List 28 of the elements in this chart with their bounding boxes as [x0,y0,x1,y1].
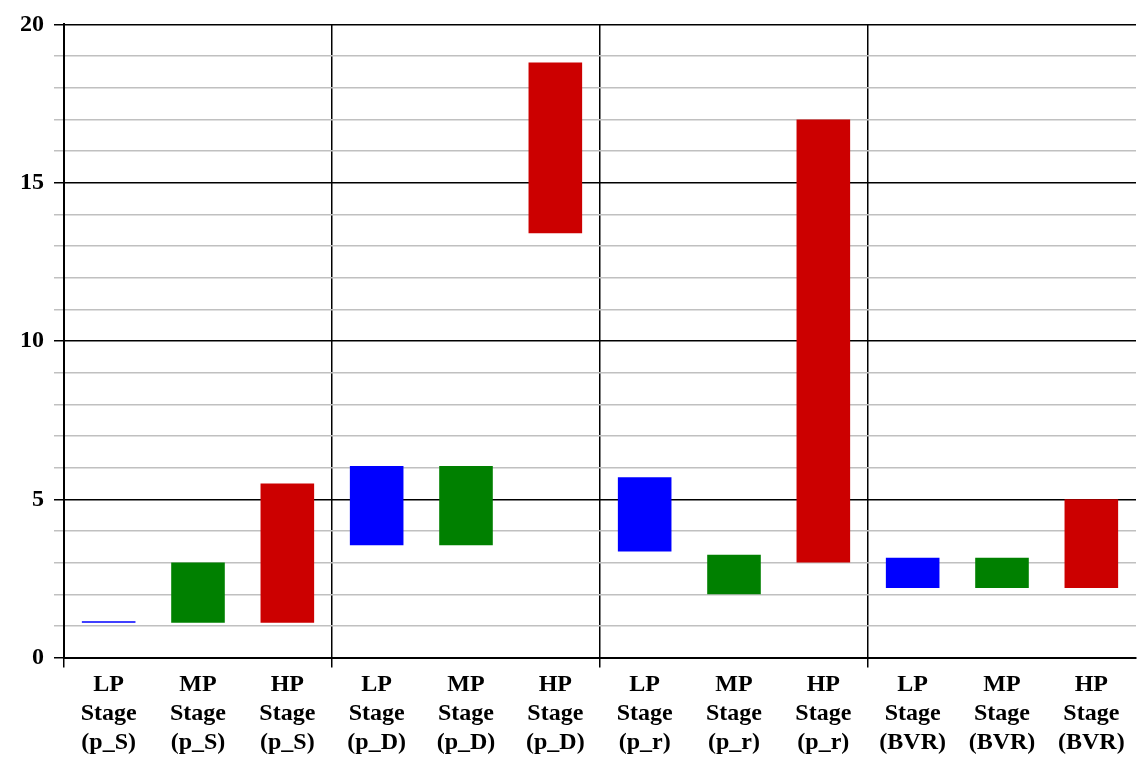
x-tick-label: MP Stage (BVR) [968,670,1036,754]
bar [707,554,761,595]
bar [439,466,493,546]
y-tick-label: 15 [20,167,44,194]
bar [528,62,583,234]
x-tick-label: MP Stage (p_D) [436,670,496,754]
bar [885,557,940,588]
bar [349,466,404,546]
bar [1064,499,1119,588]
x-tick-label: MP Stage (p_r) [706,670,763,754]
bar [796,119,851,563]
x-tick-label: LP Stage (p_D) [347,670,406,754]
y-tick-label: 5 [32,484,44,511]
x-tick-label: MP Stage (p_S) [170,670,227,754]
y-tick-label: 20 [20,9,44,36]
bar [171,562,225,623]
x-tick-label: HP Stage (p_r) [795,670,852,754]
bar [975,557,1029,588]
x-tick-label: HP Stage (p_D) [526,670,585,754]
y-tick-label: 10 [20,326,44,353]
y-tick-label: 0 [32,642,44,669]
x-tick-label: LP Stage (p_S) [80,670,138,754]
x-tick-label: HP Stage (BVR) [1058,670,1125,754]
x-tick-label: HP Stage (p_S) [259,670,316,754]
bar [617,477,672,552]
x-tick-label: LP Stage (p_r) [616,670,674,754]
x-tick-label: LP Stage (BVR) [879,670,946,754]
bar [260,483,315,623]
